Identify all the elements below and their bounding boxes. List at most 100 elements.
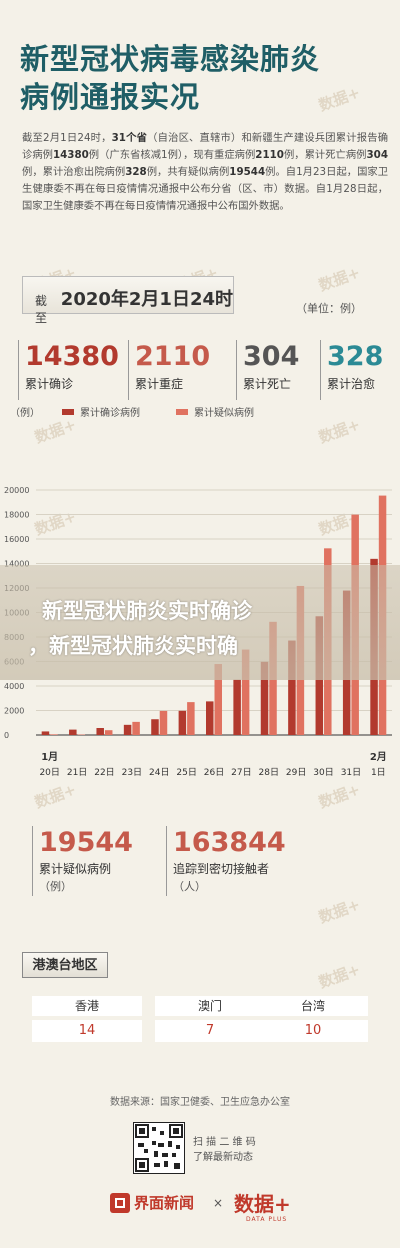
big-stat-unit: （例） — [39, 880, 72, 893]
month-label: 2月 — [370, 751, 387, 763]
banner-line1: 新型冠状肺炎实时确诊 — [42, 599, 252, 623]
intro-text: 例（广东省核减1例），现有重症病例 — [88, 149, 256, 161]
stat-label: 累计确诊 — [25, 377, 74, 391]
jiemian-logo-icon — [110, 1192, 130, 1213]
stat-severe: 2110 累计重症 — [128, 340, 230, 400]
intro-highlight: 31个省 — [111, 132, 148, 144]
legend-swatch-suspected — [176, 408, 188, 415]
x-tick-label: 31日 — [341, 767, 361, 778]
x-tick-label: 24日 — [149, 767, 169, 778]
intro-highlight: 328 — [125, 166, 147, 178]
stat-label: 累计治愈 — [327, 377, 376, 391]
x-tick-label: 29日 — [286, 767, 306, 778]
qr-code[interactable] — [133, 1122, 185, 1174]
x-tick-label: 23日 — [122, 767, 142, 778]
bar-suspected — [159, 710, 168, 735]
stat-death: 304 累计死亡 — [236, 340, 316, 400]
banner-line2: ，新型冠状肺炎实时确 — [28, 634, 238, 658]
stat-number: 328 — [327, 341, 384, 372]
x-tick-label: 1日 — [371, 767, 386, 778]
month-label: 1月 — [41, 751, 58, 763]
big-stat-label: 追踪到密切接触者 — [173, 862, 270, 876]
region-name-taiwan: 台湾 — [258, 996, 368, 1016]
stat-cured: 328 累计治愈 — [320, 340, 386, 400]
intro-text: 例。自1月23日起，国家卫生健康委不再在每日疫情情况通报中公布分省（区、市）数据… — [22, 166, 389, 212]
y-tick-label: 0 — [4, 731, 9, 740]
title-line1: 新型冠状病毒感染肺炎 — [20, 42, 321, 76]
legend-label: 累计疑似病例 — [194, 408, 254, 419]
intro-text: 例，累计死亡病例 — [283, 149, 367, 161]
bar-confirmed — [151, 719, 159, 735]
intro-highlight: 19544 — [229, 166, 266, 178]
bar-confirmed — [260, 661, 269, 735]
legend-label: 累计确诊病例 — [80, 408, 140, 419]
big-stat-contacts: 163844 追踪到密切接触者 （人） — [166, 826, 336, 896]
region-value-macau: 7 — [155, 1020, 265, 1042]
date-prefix: 截至 — [35, 294, 48, 325]
x-tick-label: 30日 — [313, 767, 333, 778]
intro-highlight: 2110 — [255, 149, 284, 161]
big-stat-unit: （人） — [173, 880, 206, 893]
stat-number: 14380 — [25, 341, 119, 372]
stat-number: 304 — [243, 341, 300, 372]
big-stat-number: 19544 — [39, 827, 133, 858]
bar-confirmed — [96, 728, 104, 735]
scan-hint: 扫 描 二 维 码 了解最新动态 — [193, 1135, 256, 1165]
bar-suspected — [187, 702, 195, 735]
region-name-macau: 澳门 — [155, 996, 265, 1016]
watermark: 数据+ — [316, 895, 363, 927]
scan-hint-line1: 扫 描 二 维 码 — [193, 1137, 256, 1148]
region-name-hongkong: 香港 — [32, 996, 142, 1016]
footer-brand-dataplus-sub: DATA PLUS — [246, 1216, 288, 1223]
x-tick-label: 26日 — [204, 767, 224, 778]
intro-text: 例，共有疑似病例 — [146, 166, 230, 178]
intro-highlight: 304 — [366, 149, 389, 161]
date-box: 截至 2020年2月1日24时 — [22, 276, 234, 325]
stat-label: 累计死亡 — [243, 377, 292, 391]
stat-confirmed: 14380 累计确诊 — [18, 340, 124, 400]
legend-unit: （例） — [10, 404, 40, 419]
legend-suspected: 累计疑似病例 — [176, 404, 254, 419]
y-tick-label: 16000 — [4, 535, 29, 544]
intro-text: （自治区、直辖市）和新疆生产建设兵团累计报告确诊病例 — [22, 132, 388, 161]
y-tick-label: 2000 — [4, 707, 24, 716]
footer-brand-dataplus: 数据+ — [234, 1192, 291, 1216]
big-stat-label: 累计疑似病例 — [39, 862, 112, 876]
x-tick-label: 20日 — [39, 767, 59, 778]
watermark: 数据+ — [316, 960, 363, 992]
footer-brand1-text: 界面新闻 — [134, 1194, 195, 1212]
bar-suspected — [132, 721, 140, 735]
title-line2: 病例通报实况 — [20, 80, 201, 114]
x-tick-label: 22日 — [94, 767, 114, 778]
big-stat-number: 163844 — [173, 827, 286, 858]
bar-confirmed — [233, 679, 241, 735]
watermark: 数据+ — [316, 83, 363, 115]
bar-confirmed — [69, 729, 77, 735]
y-tick-label: 20000 — [4, 486, 29, 495]
bar-suspected — [214, 664, 222, 735]
x-tick-label: 21日 — [67, 767, 87, 778]
bar-confirmed — [206, 701, 214, 735]
x-tick-label: 28日 — [259, 767, 279, 778]
legend-unit-text: （例） — [10, 408, 40, 419]
intro-text: 截至2月1日24时， — [22, 132, 112, 144]
region-value-hongkong: 14 — [32, 1020, 142, 1042]
unit-label: （单位：例） — [296, 302, 362, 315]
y-tick-label: 4000 — [4, 682, 24, 691]
region-value-taiwan: 10 — [258, 1020, 368, 1042]
legend-confirmed: 累计确诊病例 — [62, 404, 140, 419]
legend-swatch-confirmed — [62, 408, 74, 415]
qr-code-icon — [135, 1124, 183, 1172]
stat-label: 累计重症 — [135, 377, 184, 391]
bar-suspected — [50, 734, 58, 735]
bar-confirmed — [123, 724, 132, 735]
x-tick-label: 27日 — [231, 767, 251, 778]
bar-confirmed — [178, 710, 187, 735]
footer-separator: × — [213, 1196, 224, 1210]
x-tick-label: 25日 — [176, 767, 196, 778]
region-title: 港澳台地区 — [22, 952, 108, 978]
watermark: 数据+ — [316, 263, 363, 295]
date-value: 2020年2月1日24时 — [60, 289, 233, 310]
big-stat-suspected: 19544 累计疑似病例 （例） — [32, 826, 162, 896]
footer-brand-jiemian: 界面新闻 — [110, 1192, 194, 1213]
